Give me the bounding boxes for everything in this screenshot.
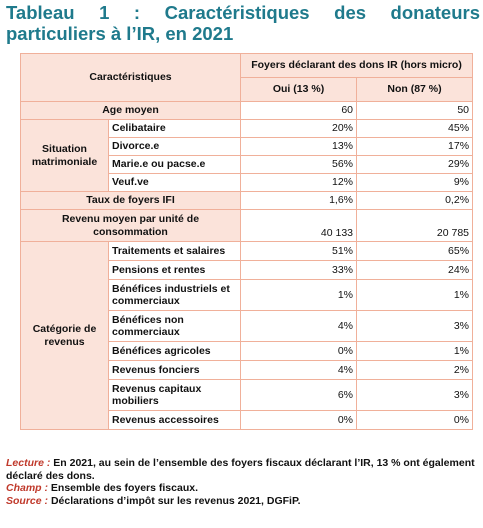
table-notes: Lecture : En 2021, au sein de l’ensemble… — [6, 457, 480, 507]
cell-oui: 12% — [240, 173, 358, 192]
cell-oui: 0% — [240, 341, 358, 361]
group-categorie: Catégorie de revenus — [20, 241, 109, 430]
cell-non: 45% — [356, 119, 474, 138]
row-label: Age moyen — [19, 101, 242, 120]
table-row: Revenus accessoires 0% 0% — [21, 410, 474, 430]
header-group: Foyers déclarant des dons IR (hors micro… — [240, 53, 474, 78]
row-label: Bénéfices non commerciaux — [107, 310, 242, 342]
row-label: Celibataire — [107, 119, 242, 138]
cell-oui: 4% — [240, 310, 358, 342]
cell-non: 24% — [356, 260, 474, 280]
note-lecture: Lecture : En 2021, au sein de l’ensemble… — [6, 457, 480, 482]
table-row: Revenu moyen par unité de consommation 4… — [19, 209, 474, 242]
row-label: Revenus capitaux mobiliers — [107, 379, 242, 411]
cell-oui: 60 — [240, 101, 358, 120]
cell-oui: 1% — [240, 279, 358, 311]
cell-non: 3% — [356, 310, 474, 342]
row-label: Traitements et salaires — [107, 241, 242, 261]
table-row: Marie.e ou pacse.e 56% 29% — [21, 155, 474, 174]
cell-non: 0,2% — [356, 191, 474, 210]
cell-oui: 20% — [240, 119, 358, 138]
row-label: Veuf.ve — [107, 173, 242, 192]
row-label: Revenus fonciers — [107, 360, 242, 380]
row-label: Taux de foyers IFI — [19, 191, 242, 210]
cell-non: 3% — [356, 379, 474, 411]
note-source: Source : Déclarations d’impôt sur les re… — [6, 495, 480, 508]
table-row: Catégorie de revenus Traitements et sala… — [20, 241, 474, 430]
cell-oui: 4% — [240, 360, 358, 380]
cell-oui: 33% — [240, 260, 358, 280]
cell-non: 1% — [356, 279, 474, 311]
cell-oui: 51% — [240, 241, 358, 261]
donors-table: Caractéristiques Foyers déclarant des do… — [19, 53, 474, 430]
row-label: Pensions et rentes — [107, 260, 242, 280]
row-label: Revenu moyen par unité de consommation — [19, 209, 242, 242]
header-characteristics: Caractéristiques — [19, 53, 242, 102]
note-source-text: Déclarations d’impôt sur les revenus 202… — [50, 494, 301, 507]
cell-non: 50 — [356, 101, 474, 120]
table-row: Taux de foyers IFI 1,6% 0,2% — [19, 191, 474, 210]
table-row: Bénéfices industriels et commerciaux 1% … — [21, 279, 474, 311]
row-label: Bénéfices industriels et commerciaux — [107, 279, 242, 311]
cell-non: 0% — [356, 410, 474, 430]
cell-oui: 6% — [240, 379, 358, 411]
header-oui: Oui (13 %) — [240, 77, 358, 102]
page-title: Tableau 1 : Caractéristiques des donateu… — [6, 2, 480, 44]
cell-oui: 56% — [240, 155, 358, 174]
note-lecture-text: En 2021, au sein de l’ensemble des foyer… — [6, 457, 475, 482]
cell-non: 2% — [356, 360, 474, 380]
table-row: Situation matrimoniale Celibataire 20% 4… — [20, 119, 474, 192]
header-non: Non (87 %) — [356, 77, 474, 102]
note-lecture-label: Lecture : — [6, 457, 51, 469]
cell-oui: 40 133 — [240, 209, 358, 242]
table-row: Divorce.e 13% 17% — [21, 137, 474, 156]
cell-non: 65% — [356, 241, 474, 261]
note-source-label: Source : — [6, 494, 49, 507]
table-row: Bénéfices non commerciaux 4% 3% — [21, 310, 474, 342]
note-champ: Champ : Ensemble des foyers fiscaux. — [6, 482, 480, 495]
note-champ-label: Champ : — [6, 482, 48, 495]
cell-non: 1% — [356, 341, 474, 361]
subheader-row: Oui (13 %) Non (87 %) — [21, 77, 474, 102]
cell-non: 29% — [356, 155, 474, 174]
cell-oui: 13% — [240, 137, 358, 156]
row-label: Bénéfices agricoles — [107, 341, 242, 361]
row-label: Marie.e ou pacse.e — [107, 155, 242, 174]
row-label: Divorce.e — [107, 137, 242, 156]
cell-non: 17% — [356, 137, 474, 156]
cell-non: 20 785 — [356, 209, 474, 242]
note-champ-text: Ensemble des foyers fiscaux. — [50, 482, 198, 495]
header-row: Caractéristiques Foyers déclarant des do… — [19, 53, 474, 102]
cell-non: 9% — [356, 173, 474, 192]
group-situation: Situation matrimoniale — [20, 119, 109, 192]
cell-oui: 1,6% — [240, 191, 358, 210]
cell-oui: 0% — [240, 410, 358, 430]
row-label: Revenus accessoires — [107, 410, 242, 430]
table-row: Age moyen 60 50 — [19, 101, 474, 120]
table-row: Revenus fonciers 4% 2% — [21, 360, 474, 380]
